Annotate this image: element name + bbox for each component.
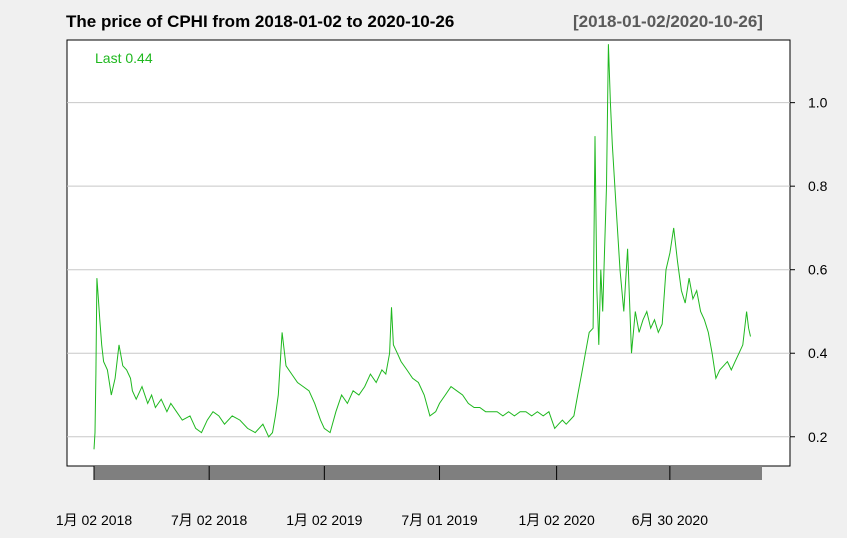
y-tick-label: 0.2 (808, 429, 828, 445)
x-tick-label: 6月 30 2020 (632, 512, 708, 528)
x-tick-label: 1月 02 2018 (56, 512, 132, 528)
x-tick-label: 7月 02 2018 (171, 512, 247, 528)
x-tick-label: 1月 02 2019 (286, 512, 362, 528)
date-range-label: [2018-01-02/2020-10-26] (573, 12, 763, 31)
series-layer (93, 44, 751, 450)
x-tick-label: 1月 02 2020 (518, 512, 594, 528)
last-value-label: Last 0.44 (95, 50, 153, 66)
y-tick-label: 0.6 (808, 262, 828, 278)
series-line-cphi (93, 44, 751, 450)
chart-title: The price of CPHI from 2018-01-02 to 202… (66, 12, 454, 31)
x-axis-bar (94, 466, 762, 480)
grid-lines (67, 102, 790, 438)
y-tick-label: 0.4 (808, 345, 828, 361)
y-tick-label: 0.8 (808, 178, 828, 194)
plot-area (66, 39, 791, 467)
x-tick-label: 7月 01 2019 (401, 512, 477, 528)
x-axis-bar-fill (94, 466, 762, 480)
x-axis-ticks: 1月 02 2018 7月 02 2018 1月 02 2019 7月 01 2019… (56, 466, 708, 528)
y-axis-ticks: 0.2 0.4 0.6 0.8 1.0 (790, 95, 828, 445)
y-tick-label: 1.0 (808, 95, 828, 111)
